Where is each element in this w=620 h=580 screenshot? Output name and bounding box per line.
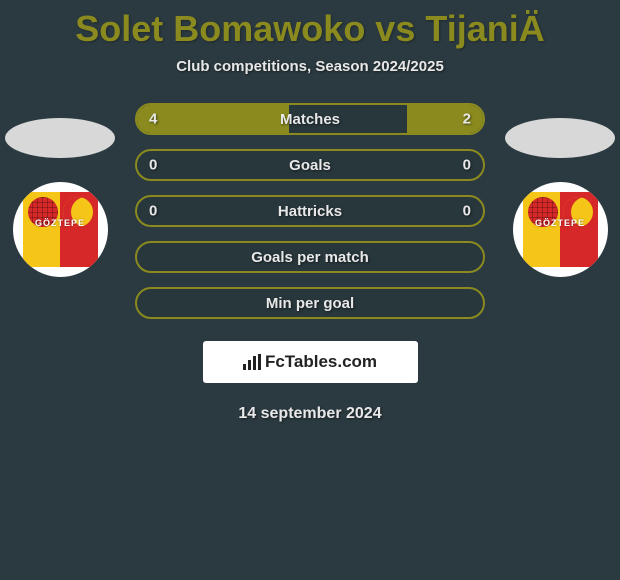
- stat-left-value: 0: [149, 203, 157, 220]
- stat-label: Hattricks: [278, 203, 342, 220]
- club-badge-text: GÖZTEPE: [523, 218, 598, 228]
- stat-left-value: 0: [149, 157, 157, 174]
- stat-label: Matches: [280, 111, 340, 128]
- stat-right-value: 0: [463, 203, 471, 220]
- brand-box: FcTables.com: [203, 341, 418, 383]
- club-badge-text: GÖZTEPE: [23, 218, 98, 228]
- snapshot-date: 14 september 2024: [0, 405, 620, 423]
- player-left-club-badge: GÖZTEPE: [13, 182, 108, 277]
- stat-row: Min per goal: [135, 287, 485, 319]
- stats-panel: 4 Matches 2 0 Goals 0 0 Hattricks 0 Goals per mat…: [135, 103, 485, 319]
- player-right-column: GÖZTEPE: [505, 118, 615, 277]
- stat-row: 0 Hattricks 0: [135, 195, 485, 227]
- brand-bars-icon: [243, 354, 261, 370]
- comparison-subtitle: Club competitions, Season 2024/2025: [0, 58, 620, 75]
- player-right-photo-placeholder: [505, 118, 615, 158]
- stat-row: Goals per match: [135, 241, 485, 273]
- brand-text: FcTables.com: [265, 352, 377, 372]
- stat-row: 0 Goals 0: [135, 149, 485, 181]
- player-right-club-badge: GÖZTEPE: [513, 182, 608, 277]
- stat-fill-right: [407, 105, 483, 133]
- player-left-column: GÖZTEPE: [5, 118, 115, 277]
- comparison-title: Solet Bomawoko vs TijaniÄ: [0, 0, 620, 50]
- stat-right-value: 2: [463, 111, 471, 128]
- stat-label: Min per goal: [266, 295, 354, 312]
- stat-fill-left: [137, 105, 289, 133]
- stat-right-value: 0: [463, 157, 471, 174]
- stat-label: Goals per match: [251, 249, 369, 266]
- stat-left-value: 4: [149, 111, 157, 128]
- player-left-photo-placeholder: [5, 118, 115, 158]
- stat-label: Goals: [289, 157, 331, 174]
- stat-row: 4 Matches 2: [135, 103, 485, 135]
